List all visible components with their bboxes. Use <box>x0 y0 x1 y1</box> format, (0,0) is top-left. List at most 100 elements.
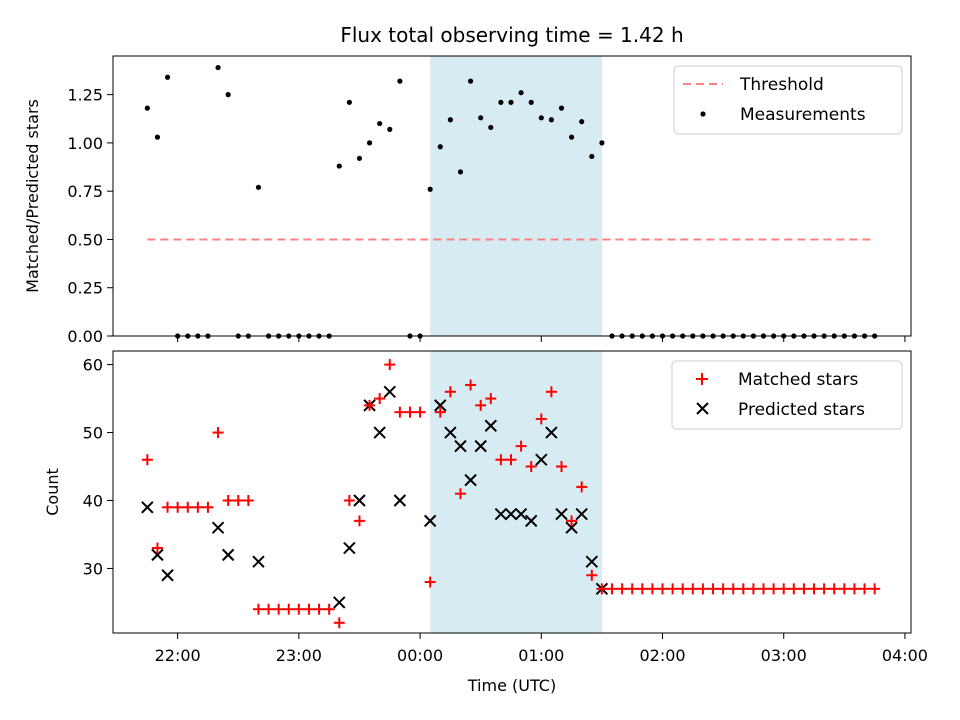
bottom-x-tick-label: 01:00 <box>518 646 564 665</box>
top-y-tick-label: 0.75 <box>67 182 103 201</box>
matched-star-marker <box>333 617 345 629</box>
predicted-star-marker <box>383 385 396 398</box>
matched-star-marker <box>465 379 477 391</box>
matched-star-marker <box>646 583 658 595</box>
measurement-point <box>377 120 383 127</box>
top-legend-box <box>673 65 903 135</box>
bottom-shaded-region <box>430 351 602 633</box>
legend-measurements-swatch <box>700 111 706 117</box>
matched-star-marker <box>838 583 850 595</box>
predicted-star-marker <box>444 426 457 439</box>
bottom-axes-frame <box>112 350 912 634</box>
matched-star-marker <box>252 603 264 615</box>
predicted-star-marker <box>585 555 599 568</box>
matched-star-marker <box>545 386 557 398</box>
matched-star-marker <box>475 399 487 411</box>
matched-star-marker <box>798 583 810 595</box>
matched-star-marker <box>525 461 537 473</box>
measurement-point <box>568 134 575 140</box>
matched-star-marker <box>848 583 860 595</box>
matched-star-marker <box>141 454 153 466</box>
measurement-point <box>366 140 373 146</box>
matched-star-marker <box>414 406 426 418</box>
bottom-y-tick-label: 30 <box>83 559 103 578</box>
matched-star-marker <box>444 386 456 398</box>
bottom-y-tick-label: 50 <box>83 424 103 443</box>
x-axis-label: Time (UTC) <box>467 676 556 695</box>
matched-star-marker <box>242 494 254 506</box>
predicted-star-marker <box>524 514 538 528</box>
top-legend: Threshold Measurements <box>673 65 903 135</box>
matched-star-marker <box>273 603 285 615</box>
measurement-point <box>144 105 150 111</box>
predicted-star-marker <box>474 439 487 453</box>
matched-star-marker <box>515 440 527 452</box>
matched-star-marker <box>495 454 507 466</box>
matched-star-marker <box>364 399 376 411</box>
measurement-point <box>397 78 403 84</box>
bottom-y-tick-label: 40 <box>83 491 103 510</box>
matched-star-marker <box>313 603 325 615</box>
top-panel: 0.00 0.25 0.50 0.75 1.00 1.25 Matched/Predict… <box>23 55 912 346</box>
matched-star-marker <box>323 603 335 615</box>
predicted-star-marker <box>353 494 366 507</box>
measurement-point <box>579 119 585 125</box>
predicted-star-marker <box>434 399 447 412</box>
matched-star-marker <box>707 583 719 595</box>
measurement-point <box>346 99 352 105</box>
predicted-star-marker <box>141 501 154 514</box>
measurement-point <box>437 144 443 150</box>
matched-star-marker <box>485 393 497 405</box>
bottom-y-tick-label: 60 <box>83 356 103 375</box>
top-shaded-region <box>430 56 602 336</box>
matched-star-marker <box>808 583 820 595</box>
bottom-legend: Matched stars Predicted stars <box>671 360 903 430</box>
matched-star-marker <box>667 583 679 595</box>
matched-star-marker <box>697 583 709 595</box>
legend-matched-swatch <box>696 373 708 385</box>
predicted-star-marker <box>161 569 174 582</box>
matched-star-marker <box>626 583 638 595</box>
predicted-star-marker <box>545 426 558 439</box>
top-y-axis: 0.00 0.25 0.50 0.75 1.00 1.25 <box>67 86 113 346</box>
measurement-point <box>215 64 221 71</box>
matched-star-marker <box>182 501 194 513</box>
matched-star-marker <box>566 515 578 527</box>
matched-star-marker <box>303 603 315 615</box>
top-axes-frame <box>112 55 912 337</box>
matched-star-marker <box>586 569 598 581</box>
predicted-star-marker <box>221 548 235 562</box>
measurement-point <box>589 153 595 160</box>
matched-star-marker <box>576 481 588 493</box>
bottom-panel: 30 40 50 60 22:00 23:00 00:00 01:00 02:00 03:00 0… <box>43 350 928 695</box>
matched-star-marker <box>778 583 790 595</box>
top-y-tick-label: 1.00 <box>67 134 103 153</box>
matched-star-marker <box>788 583 800 595</box>
matched-star-marker <box>202 501 214 513</box>
bottom-x-tick-label: 02:00 <box>639 646 685 665</box>
measurement-point <box>498 99 504 105</box>
matched-star-marker <box>454 488 466 500</box>
bottom-x-tick-label: 03:00 <box>761 646 807 665</box>
matched-star-marker <box>596 583 608 595</box>
measurement-point <box>538 115 544 121</box>
matched-star-marker <box>263 603 275 615</box>
measurement-point <box>467 78 474 84</box>
matched-star-marker <box>293 603 305 615</box>
matched-star-marker <box>384 359 396 371</box>
matched-star-marker <box>283 603 295 615</box>
legend-predicted-swatch <box>696 402 709 415</box>
predicted-star-marker <box>504 507 518 521</box>
matched-star-marker <box>172 501 184 513</box>
legend-predicted-label: Predicted stars <box>738 400 865 420</box>
predicted-star-marker <box>454 439 467 453</box>
bottom-x-tick-label: 00:00 <box>397 646 443 665</box>
chart-title: Flux total observing time = 1.42 h <box>340 23 683 47</box>
matched-star-marker <box>162 501 174 513</box>
measurement-point <box>427 186 433 192</box>
measurement-point <box>457 169 464 175</box>
measurement-point <box>154 134 161 140</box>
matched-star-marker <box>394 406 406 418</box>
matched-star-marker <box>404 406 416 418</box>
top-y-axis-label: Matched/Predicted stars <box>23 99 42 293</box>
